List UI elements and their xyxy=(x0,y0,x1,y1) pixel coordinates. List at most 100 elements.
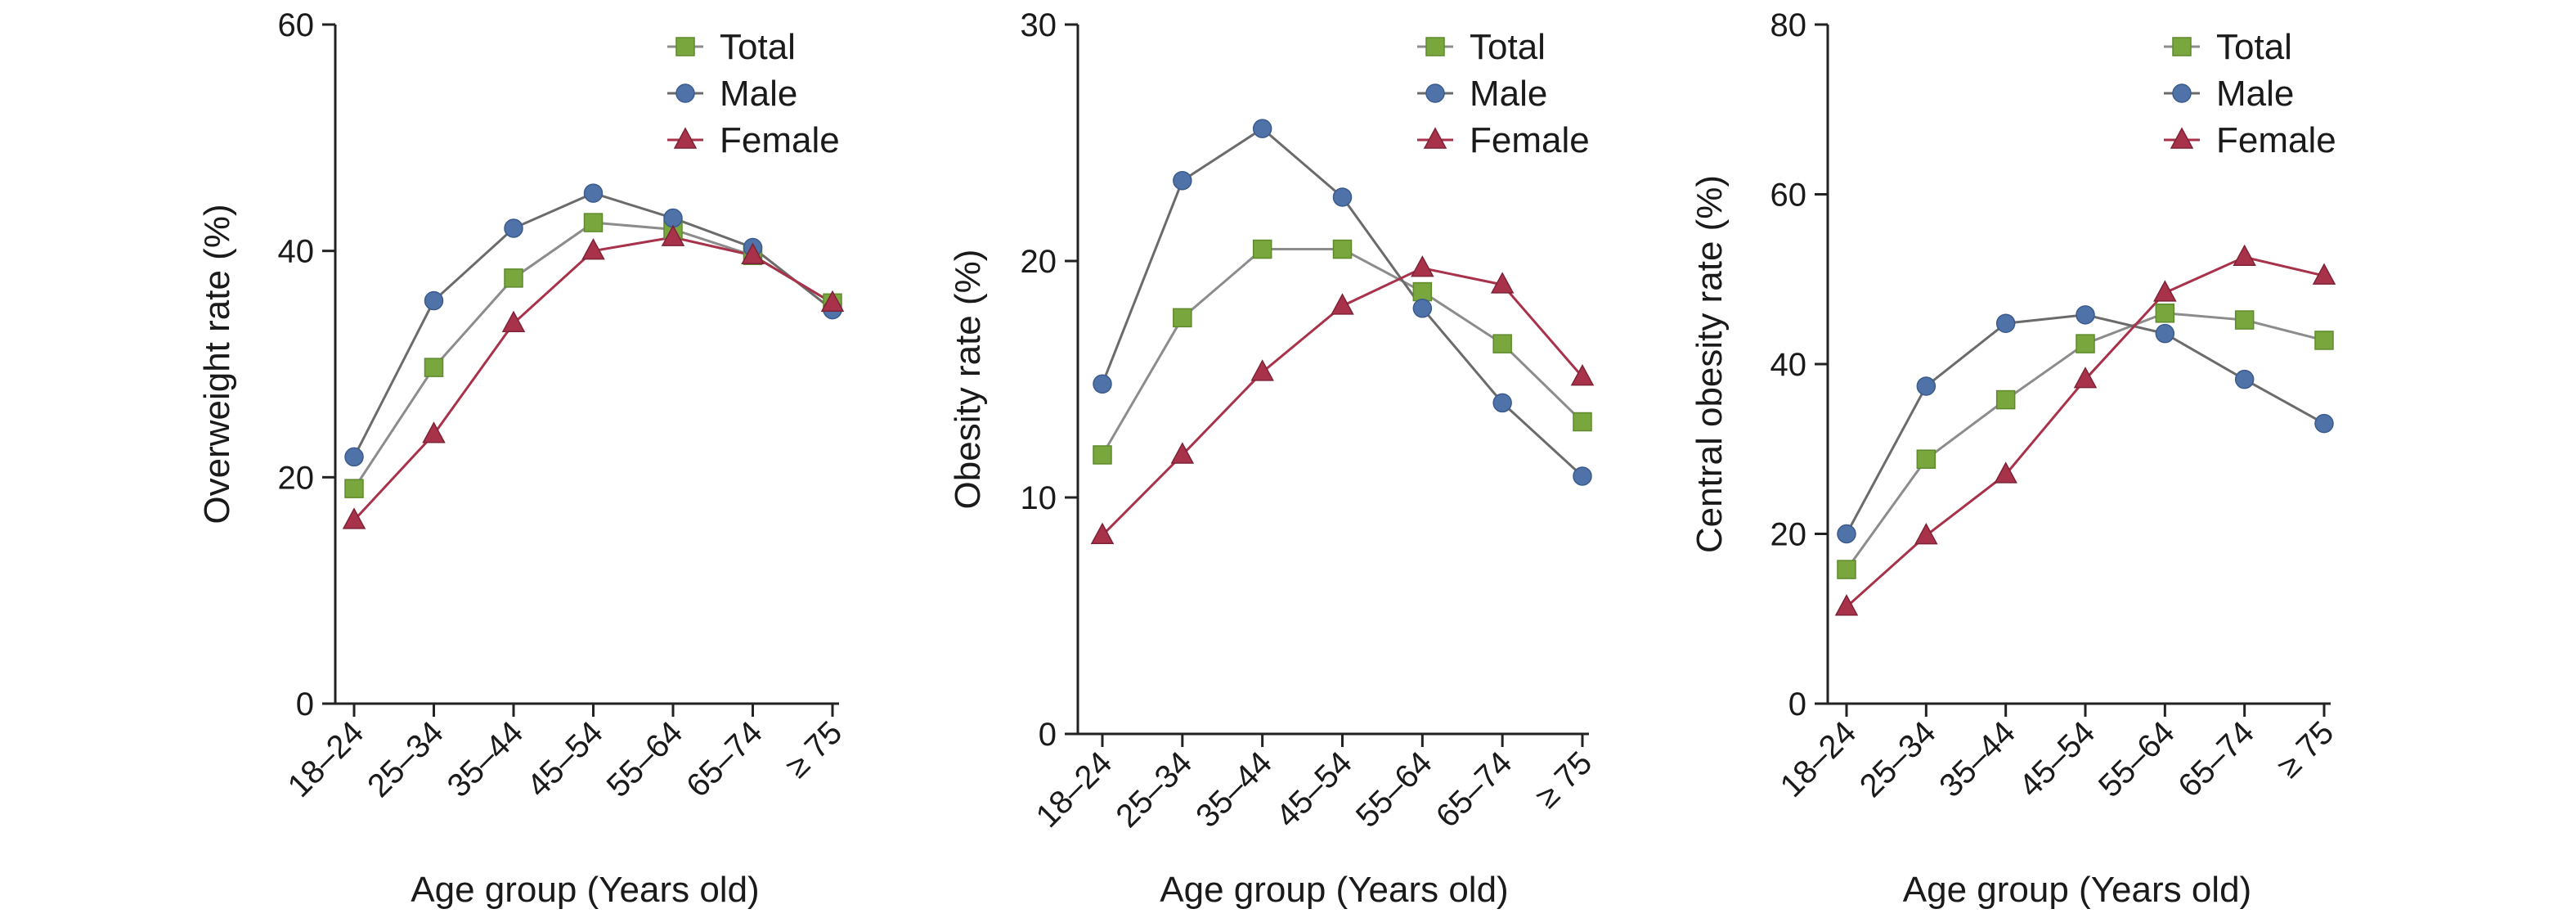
data-point-male xyxy=(1573,466,1592,486)
y-tick-label: 0 xyxy=(296,686,314,722)
data-point-total xyxy=(2234,310,2255,330)
data-point-male xyxy=(504,218,523,238)
y-axis-title: Overweight rate (%) xyxy=(197,204,237,524)
legend-marker-total xyxy=(1425,37,1445,56)
data-point-female xyxy=(2073,367,2098,389)
legend-label: Male xyxy=(2216,74,2294,114)
data-point-total xyxy=(2314,331,2334,350)
x-tick-label: 55–64 xyxy=(600,714,690,804)
x-tick-label: ≥ 75 xyxy=(779,714,849,785)
legend-label: Female xyxy=(720,120,840,160)
x-axis-title: Age group (Years old) xyxy=(1160,870,1508,910)
data-point-male xyxy=(1332,187,1353,207)
x-tick-label: 25–34 xyxy=(1109,745,1199,835)
legend-label: Total xyxy=(1470,27,1546,67)
legend-marker-female xyxy=(673,127,698,149)
y-tick-label: 0 xyxy=(1788,686,1806,722)
data-point-total xyxy=(1412,281,1433,302)
x-tick-label: 18–24 xyxy=(1030,745,1120,835)
legend-marker-total xyxy=(2172,37,2192,56)
data-point-female xyxy=(2153,280,2177,302)
data-point-total xyxy=(1492,334,1512,353)
data-point-total xyxy=(1573,412,1592,432)
data-point-female xyxy=(581,238,605,260)
y-axis-title: Central obesity rate (%) xyxy=(1690,175,1730,553)
y-axis-title: Obesity rate (%) xyxy=(948,250,988,510)
data-point-male xyxy=(2076,305,2095,325)
y-tick-label: 0 xyxy=(1039,717,1057,753)
data-point-female xyxy=(1834,594,1859,616)
data-point-female xyxy=(342,507,366,529)
data-point-total xyxy=(2076,334,2095,353)
y-tick-label: 80 xyxy=(1770,7,1807,43)
data-point-male xyxy=(1412,299,1433,318)
y-tick-label: 60 xyxy=(1770,178,1807,214)
x-tick-label: 25–34 xyxy=(1853,714,1943,804)
x-tick-label: 45–54 xyxy=(520,714,610,804)
legend-label: Female xyxy=(2216,120,2336,160)
data-point-female xyxy=(1250,359,1274,381)
data-point-total xyxy=(2155,304,2175,323)
y-tick-label: 40 xyxy=(278,234,315,270)
data-point-female xyxy=(2312,263,2336,285)
x-tick-label: 65–74 xyxy=(680,714,770,804)
data-point-total xyxy=(583,213,604,232)
legend-marker-female xyxy=(1423,127,1447,149)
legend-label: Total xyxy=(720,27,796,67)
data-point-female xyxy=(820,290,845,313)
y-tick-label: 20 xyxy=(1770,517,1807,553)
data-point-male xyxy=(1492,393,1512,413)
y-tick-label: 40 xyxy=(1770,347,1807,383)
x-tick-label: 35–44 xyxy=(441,714,531,804)
x-tick-label: 35–44 xyxy=(1932,714,2022,804)
x-tick-label: ≥ 75 xyxy=(2270,714,2340,785)
x-tick-label: 35–44 xyxy=(1189,745,1279,835)
legend-label: Male xyxy=(720,74,797,114)
legend-marker-male xyxy=(675,83,695,103)
data-point-female xyxy=(1090,522,1115,544)
legend-label: Total xyxy=(2216,27,2292,67)
x-tick-label: 18–24 xyxy=(281,714,371,804)
legend: Total Male Female xyxy=(667,27,840,160)
data-point-female xyxy=(1170,442,1195,464)
x-axis-title: Age group (Years old) xyxy=(411,870,759,910)
data-point-female xyxy=(1331,293,1354,315)
y-tick-label: 10 xyxy=(1021,480,1057,516)
x-tick-label: 18–24 xyxy=(1774,714,1864,804)
data-point-male xyxy=(344,447,364,467)
data-point-total xyxy=(424,358,444,377)
x-tick-label: 25–34 xyxy=(361,714,451,804)
data-point-female xyxy=(1570,364,1595,386)
data-point-female xyxy=(1994,461,2017,484)
data-point-female xyxy=(741,242,765,264)
data-point-total xyxy=(344,479,364,498)
data-point-male xyxy=(1093,374,1112,394)
legend-marker-female xyxy=(2170,127,2194,149)
x-tick-label: 65–74 xyxy=(2171,714,2261,804)
legend: Total Male Female xyxy=(2164,27,2336,160)
y-tick-label: 30 xyxy=(1021,7,1057,43)
legend-label: Female xyxy=(1470,120,1590,160)
data-point-total xyxy=(1252,239,1272,259)
data-point-female xyxy=(501,310,526,332)
series-line-male xyxy=(352,191,833,458)
legend-label: Male xyxy=(1470,74,1547,114)
legend-marker-total xyxy=(675,37,695,56)
data-point-total xyxy=(504,268,523,288)
data-point-male xyxy=(2314,413,2334,434)
y-tick-label: 20 xyxy=(1021,244,1057,280)
data-point-male xyxy=(1916,376,1936,396)
data-point-male xyxy=(424,290,444,311)
data-point-female xyxy=(661,224,685,246)
x-tick-label: 55–64 xyxy=(2092,714,2182,804)
data-point-total xyxy=(1173,308,1192,328)
data-point-female xyxy=(2233,244,2256,267)
legend: Total Male Female xyxy=(1417,27,1590,160)
data-point-male xyxy=(2234,369,2255,389)
legend-marker-male xyxy=(2172,83,2192,103)
data-point-total xyxy=(1916,449,1936,469)
